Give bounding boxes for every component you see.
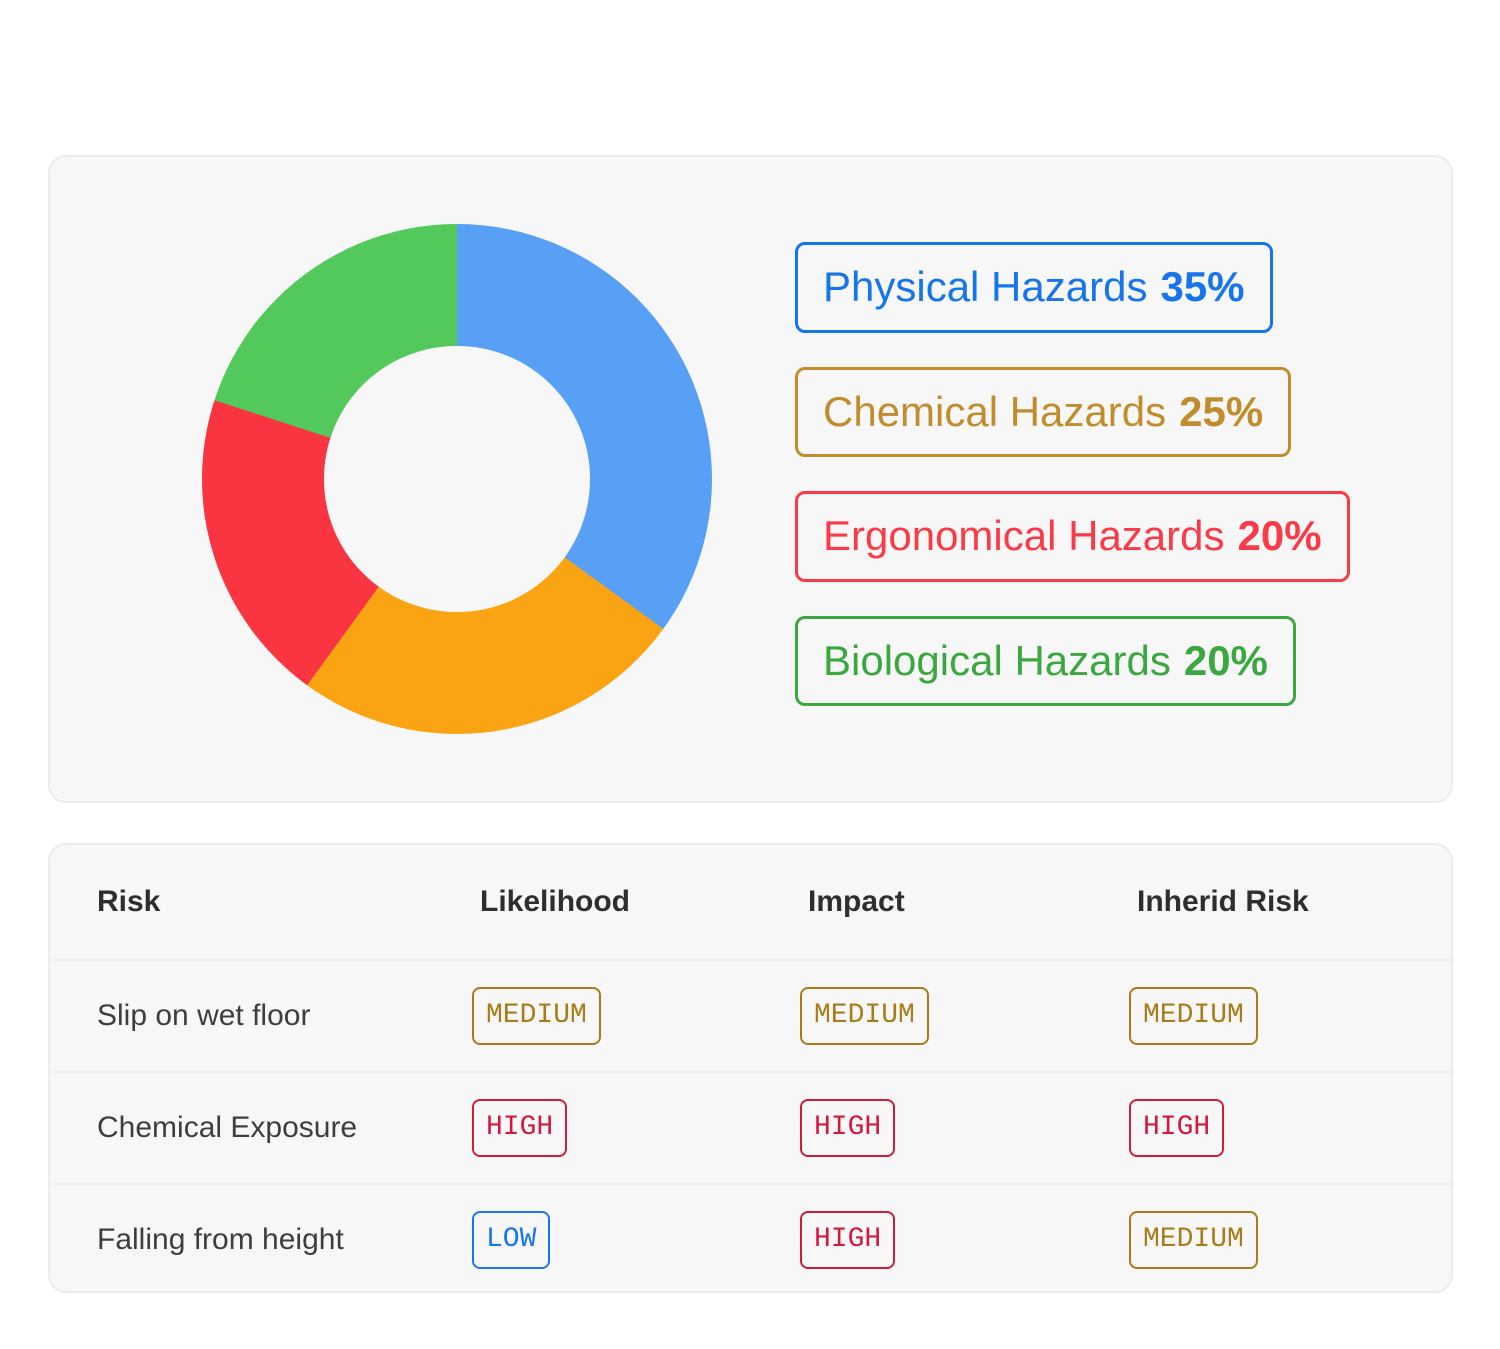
legend-percent: 35% xyxy=(1160,263,1245,310)
hazard-legend: Physical Hazards 35% Chemical Hazards 25… xyxy=(795,242,1350,706)
hazard-chart-card: Physical Hazards 35% Chemical Hazards 25… xyxy=(48,155,1453,803)
column-header-inherid-risk: Inherid Risk xyxy=(1137,885,1309,918)
donut-hole xyxy=(324,346,590,612)
legend-label: Ergonomical Hazards xyxy=(823,512,1225,559)
impact-badge: HIGH xyxy=(800,1211,896,1269)
risk-table-header-row: Risk Likelihood Impact Inherid Risk xyxy=(50,845,1451,959)
inherid-risk-badge: HIGH xyxy=(1129,1099,1225,1157)
column-header-impact: Impact xyxy=(808,885,905,918)
likelihood-badge: LOW xyxy=(472,1211,551,1269)
legend-item[interactable]: Biological Hazards 20% xyxy=(795,615,1296,706)
risk-table-card: Risk Likelihood Impact Inherid Risk Slip… xyxy=(48,843,1453,1293)
inherid-risk-badge: MEDIUM xyxy=(1129,1211,1258,1269)
legend-item[interactable]: Physical Hazards 35% xyxy=(795,242,1273,333)
likelihood-badge: HIGH xyxy=(472,1099,568,1157)
hazard-donut-chart xyxy=(202,224,712,734)
impact-badge: HIGH xyxy=(800,1099,896,1157)
legend-item[interactable]: Chemical Hazards 25% xyxy=(795,366,1292,457)
legend-label: Chemical Hazards xyxy=(823,387,1167,435)
likelihood-badge: MEDIUM xyxy=(472,987,601,1045)
impact-badge: MEDIUM xyxy=(800,987,929,1045)
risk-name: Falling from height xyxy=(97,1223,344,1256)
column-header-risk: Risk xyxy=(97,885,161,918)
legend-percent: 25% xyxy=(1179,387,1264,435)
legend-label: Physical Hazards xyxy=(823,263,1148,310)
table-row: Slip on wet floor MEDIUM MEDIUM MEDIUM xyxy=(50,959,1451,1071)
table-row: Chemical Exposure HIGH HIGH HIGH xyxy=(50,1071,1451,1183)
legend-item[interactable]: Ergonomical Hazards 20% xyxy=(795,491,1350,582)
risk-name: Chemical Exposure xyxy=(97,1111,358,1144)
inherid-risk-badge: MEDIUM xyxy=(1129,987,1258,1045)
risk-table-body: Slip on wet floor MEDIUM MEDIUM MEDIUM C… xyxy=(50,959,1451,1295)
legend-percent: 20% xyxy=(1183,636,1268,684)
column-header-likelihood: Likelihood xyxy=(480,885,630,918)
risk-name: Slip on wet floor xyxy=(97,999,311,1032)
legend-percent: 20% xyxy=(1237,512,1322,559)
table-row: Falling from height LOW HIGH MEDIUM xyxy=(50,1183,1451,1295)
legend-label: Biological Hazards xyxy=(823,636,1171,684)
